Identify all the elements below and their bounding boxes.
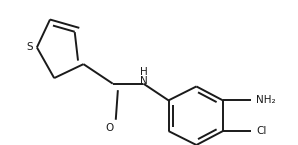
Text: S: S (27, 42, 33, 52)
Text: Cl: Cl (256, 126, 267, 136)
Text: O: O (106, 123, 114, 133)
Text: NH₂: NH₂ (256, 95, 276, 105)
Text: H
N: H N (139, 67, 147, 86)
